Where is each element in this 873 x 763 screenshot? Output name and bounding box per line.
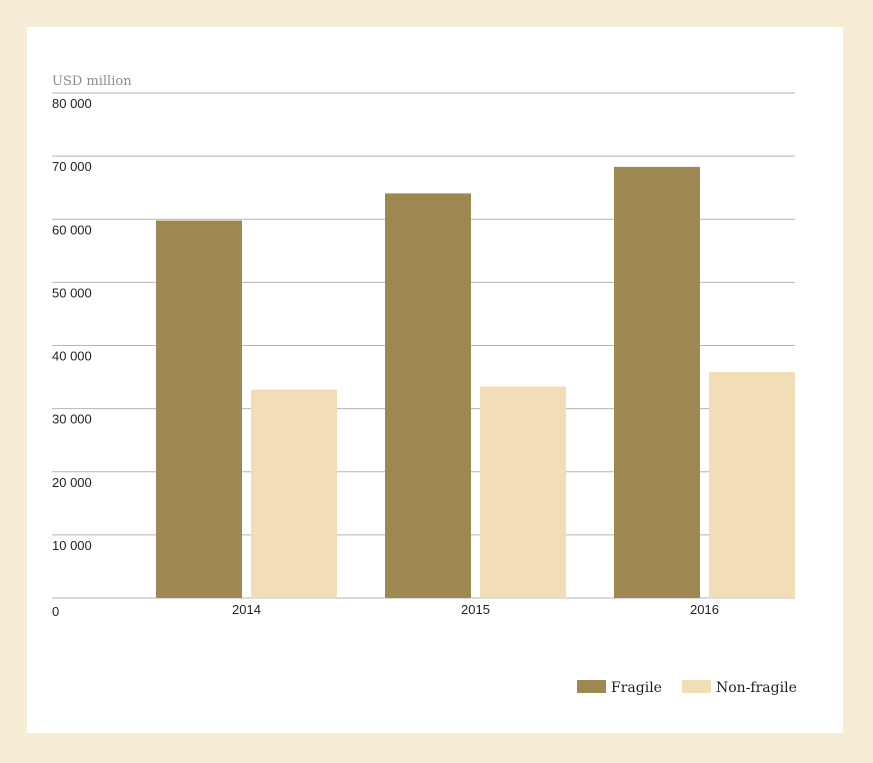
bar-fragile-2014 [156,220,242,598]
bar-non-fragile-2014 [251,389,337,598]
y-axis-tick-labels: 0 10 000 20 000 30 000 40 000 50 000 60 000 70 … [52,96,92,619]
y-tick-label: 80 000 [52,96,92,111]
legend-swatch-fragile [577,680,606,693]
bar-non-fragile-2016 [709,372,795,598]
legend: Fragile Non-fragile [577,680,797,696]
y-tick-label: 50 000 [52,285,92,300]
y-tick-label: 40 000 [52,349,92,364]
bar-fragile-2015 [385,193,471,598]
y-tick-label: 10 000 [52,538,92,553]
y-axis-unit-label: USD million [52,74,132,89]
legend-label-non-fragile: Non-fragile [716,680,797,696]
y-tick-label: 30 000 [52,412,92,427]
y-tick-label: 20 000 [52,475,92,490]
x-tick-label: 2015 [461,602,490,617]
chart-panel: USD million 0 10 000 20 000 30 000 40 000 50 … [27,27,843,733]
y-tick-label: 70 000 [52,159,92,174]
bar-non-fragile-2015 [480,386,566,598]
bars [156,166,795,598]
legend-label-fragile: Fragile [611,680,662,696]
y-tick-label: 60 000 [52,222,92,237]
y-tick-label: 0 [52,604,59,619]
x-axis-tick-labels: 2014 2015 2016 [232,602,719,617]
bar-chart: USD million 0 10 000 20 000 30 000 40 000 50 … [52,74,797,696]
bar-fragile-2016 [614,166,700,598]
x-tick-label: 2016 [690,602,719,617]
x-tick-label: 2014 [232,602,261,617]
legend-swatch-non-fragile [682,680,711,693]
